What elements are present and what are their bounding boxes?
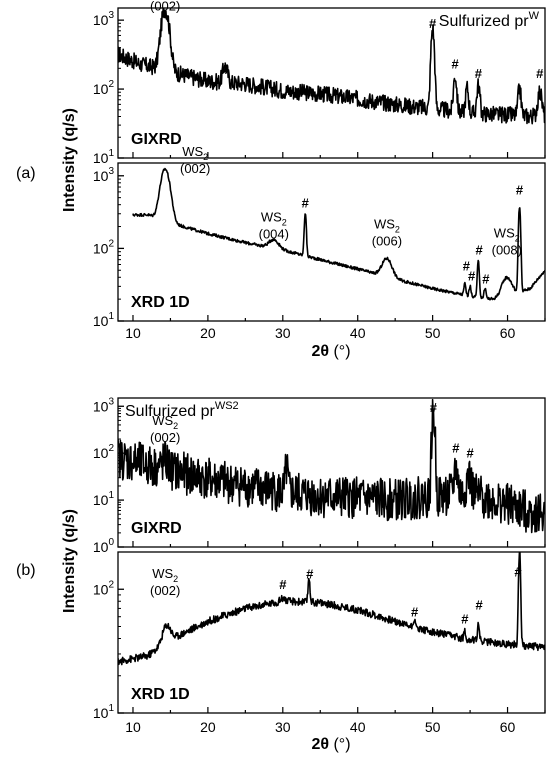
y-tick-label: 103 <box>93 166 115 184</box>
x-tick-label: 10 <box>125 325 141 341</box>
peak-label: WS2 <box>494 225 520 243</box>
y-axis-label: Intensity (q/s) <box>61 509 78 613</box>
series-line <box>118 552 545 666</box>
x-tick-label: 40 <box>350 325 366 341</box>
peak-hash-marker: # <box>222 62 230 77</box>
peak-hash-marker: # <box>279 577 287 592</box>
peak-hash-marker: # <box>452 440 460 455</box>
figure-label-b: (b) <box>16 562 36 579</box>
series-line <box>118 398 545 534</box>
plot-frame <box>117 551 546 714</box>
peak-hash-marker: # <box>302 196 310 211</box>
peak-label-index: (002) <box>180 161 210 176</box>
y-tick-label: 102 <box>93 79 115 97</box>
x-axis-label: 2θ (°) <box>311 343 350 360</box>
peak-label-index: (006) <box>372 233 402 248</box>
series-line <box>118 8 545 125</box>
x-tick-label: 50 <box>425 325 441 341</box>
peak-label: WS2 <box>182 144 208 162</box>
y-tick-label: 101 <box>93 703 115 721</box>
y-tick-label: 102 <box>93 238 115 256</box>
peak-hash-marker: # <box>451 56 459 71</box>
chart-panel-a-gixrd: 101 102 103 GIXRD Sulfurized prW WS2 (002) # # # #… <box>93 0 546 166</box>
peak-hash-marker: # <box>306 567 314 582</box>
plot-frame <box>117 7 546 159</box>
peak-hash-marker: # <box>482 271 490 286</box>
sample-label: Sulfurized prWS2 <box>125 400 239 420</box>
peak-hash-marker: # <box>475 597 483 612</box>
x-tick-label: 30 <box>275 719 291 735</box>
panel-label: XRD 1D <box>131 294 190 311</box>
panels: Intensity (q/s) Intensity (q/s) 2θ (°) 2θ (… <box>61 0 546 753</box>
x-tick-label: 40 <box>350 719 366 735</box>
x-tick-label: 30 <box>275 325 291 341</box>
peak-label: WS2 <box>261 209 287 227</box>
x-tick-label: 20 <box>200 719 216 735</box>
peak-label-index: (002) <box>150 430 180 445</box>
panel-label: XRD 1D <box>131 686 190 703</box>
peak-hash-marker: # <box>536 66 544 81</box>
peak-hash-marker: # <box>466 445 474 460</box>
y-axis-label: Intensity (q/s) <box>61 108 78 212</box>
peak-hash-marker: # <box>516 183 524 198</box>
panel-label: GIXRD <box>131 131 182 148</box>
peak-hash-marker: # <box>514 564 522 579</box>
peak-hash-marker: # <box>475 66 483 81</box>
y-tick-label: 100 <box>93 537 115 555</box>
plot-frame <box>117 162 546 322</box>
peak-label-index: (008) <box>492 242 522 257</box>
peak-hash-marker: # <box>461 612 469 627</box>
chart-panel-b-xrd1d: 101 102 10 20 30 40 50 60 XRD 1D WS2(002) # # # # # # <box>93 551 546 735</box>
panel-label: GIXRD <box>131 520 182 537</box>
y-tick-label: 103 <box>93 396 115 414</box>
y-tick-label: 101 <box>93 490 115 508</box>
peak-hash-marker: # <box>475 242 483 257</box>
y-tick-label: 101 <box>93 148 115 166</box>
y-tick-label: 103 <box>93 10 115 28</box>
peak-label: WS2 <box>152 566 178 584</box>
chart-panel-b-gixrd: 100 101 102 103 GIXRD Sulfurized prWS2WS2(002… <box>93 396 546 555</box>
peak-hash-marker: # <box>429 16 437 31</box>
x-tick-label: 60 <box>500 719 516 735</box>
x-tick-label: 20 <box>200 325 216 341</box>
y-tick-label: 102 <box>93 443 115 461</box>
x-axis-label: 2θ (°) <box>311 736 350 753</box>
plot-frame <box>117 397 546 548</box>
peak-hash-marker: # <box>468 268 476 283</box>
peak-label-index: (002) <box>150 583 180 598</box>
peak-hash-marker: # <box>430 400 438 415</box>
peak-label: WS2 <box>374 216 400 234</box>
x-tick-label: 50 <box>425 719 441 735</box>
sample-label: Sulfurized prW <box>439 10 540 30</box>
figure-label-a: (a) <box>16 165 36 182</box>
peak-hash-marker: # <box>463 259 471 274</box>
series-line <box>132 167 545 301</box>
peak-label: WS2 <box>152 413 178 431</box>
peak-label-index: (002) <box>150 0 180 13</box>
x-tick-label: 60 <box>500 325 516 341</box>
x-tick-label: 10 <box>125 719 141 735</box>
y-tick-label: 101 <box>93 311 115 329</box>
peak-hash-marker: # <box>411 604 419 619</box>
peak-label-index: (004) <box>259 226 289 241</box>
y-tick-label: 102 <box>93 579 115 597</box>
